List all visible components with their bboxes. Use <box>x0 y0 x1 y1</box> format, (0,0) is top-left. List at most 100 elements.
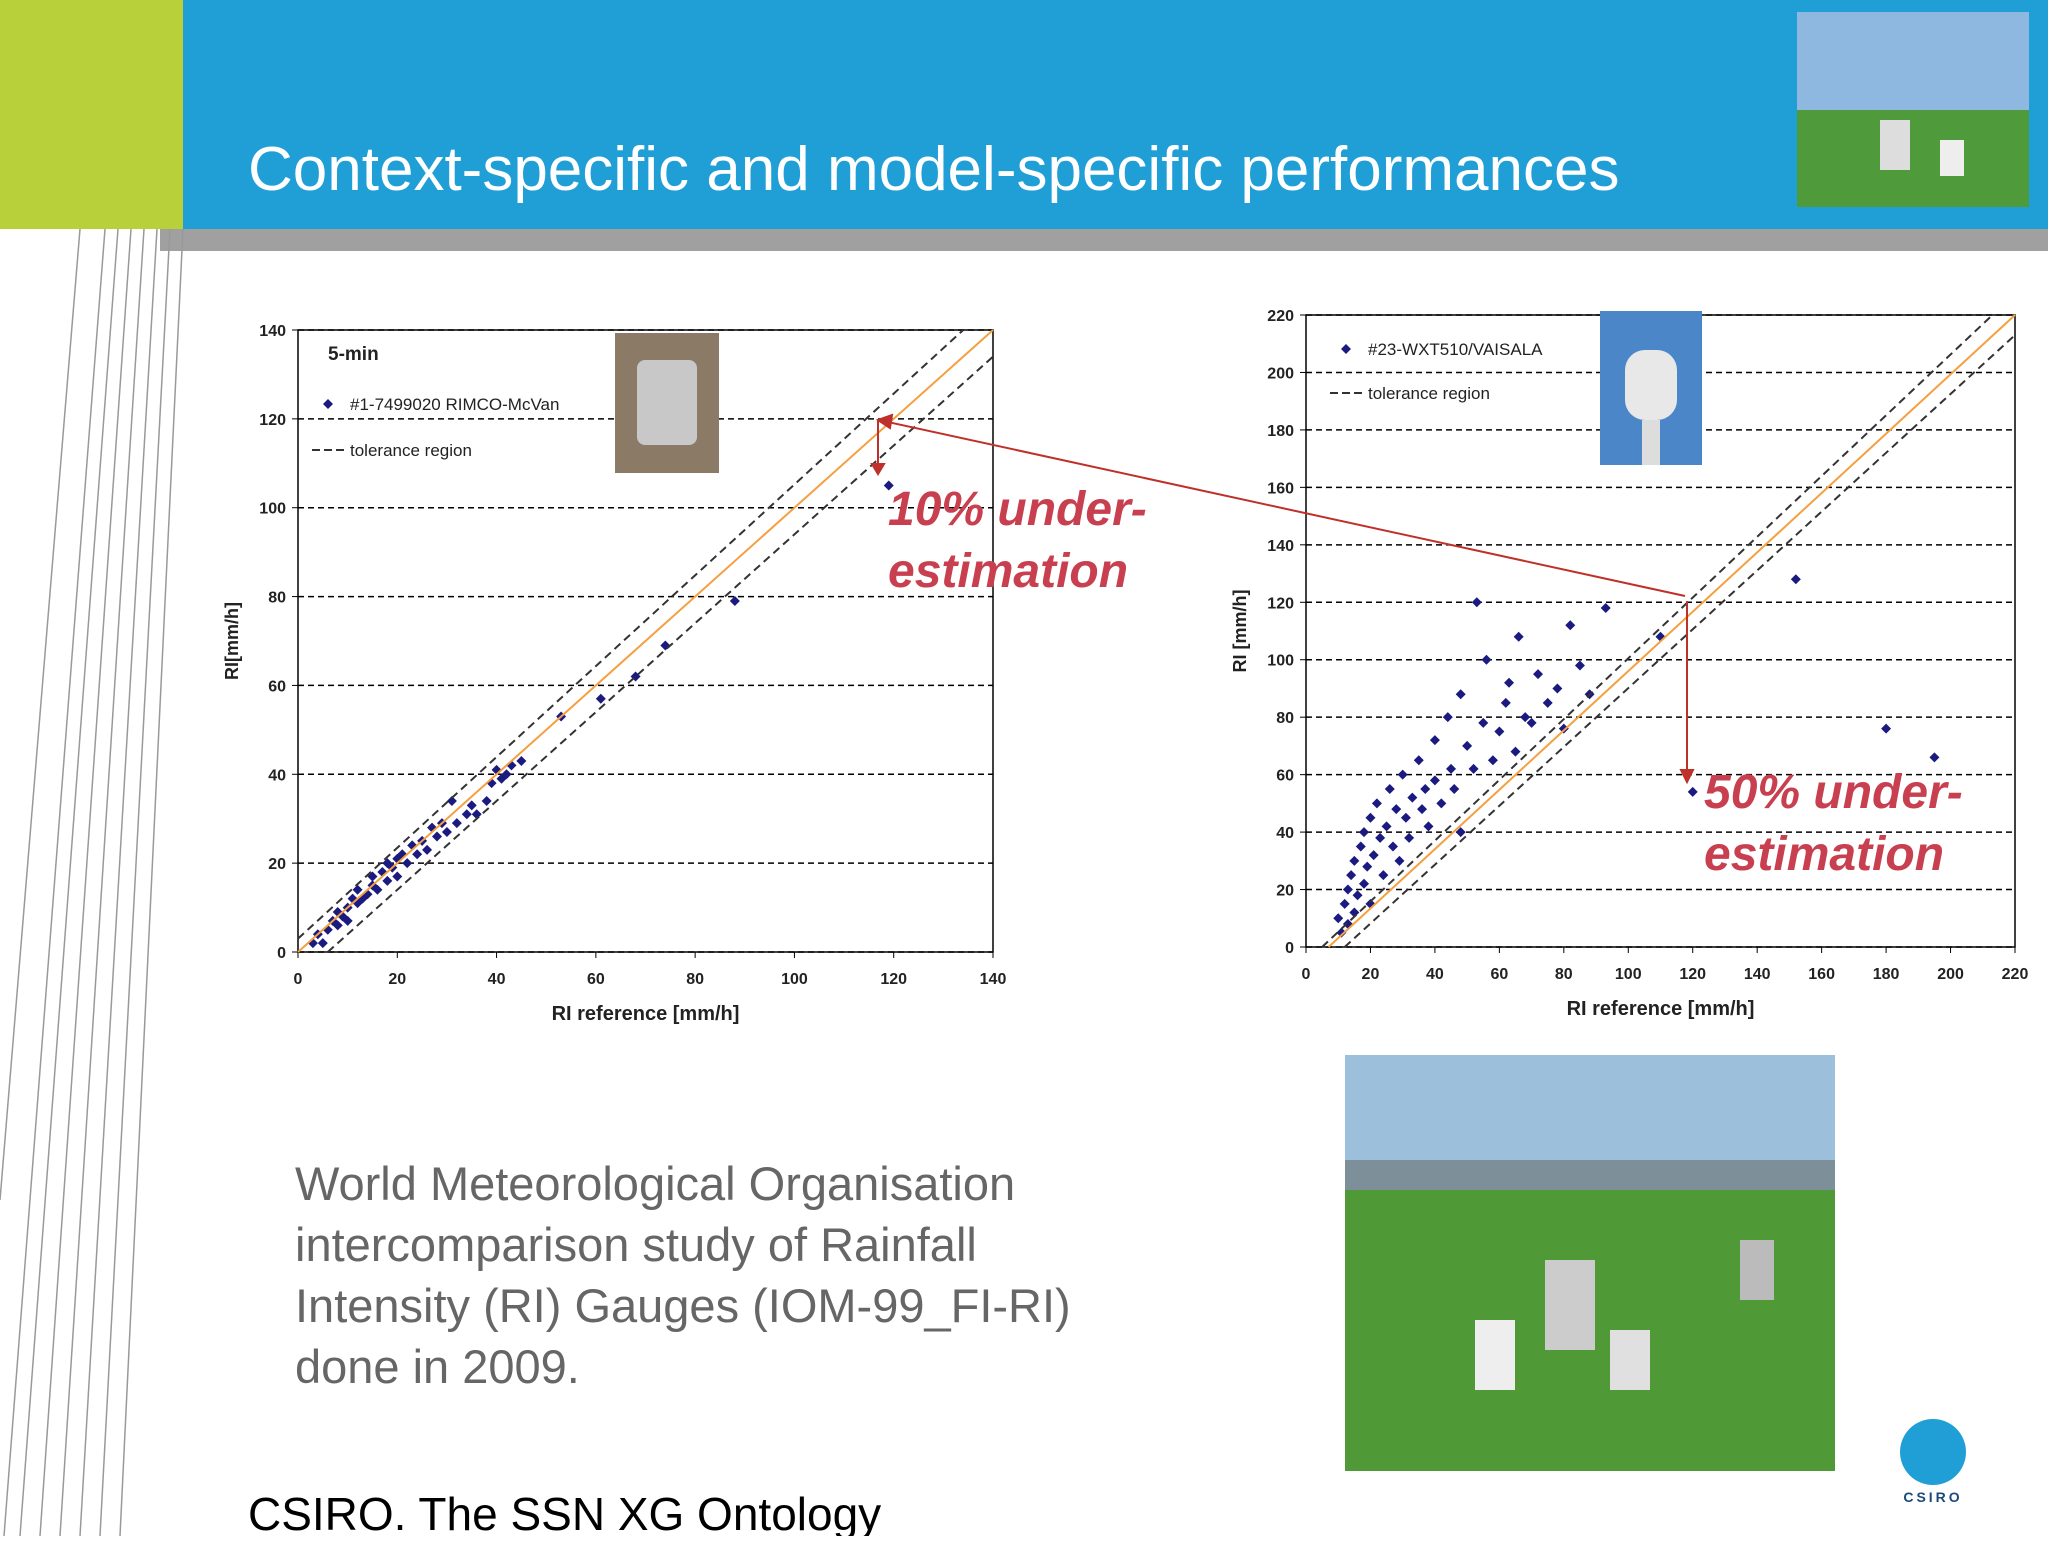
point <box>1368 850 1379 861</box>
point <box>1533 669 1544 680</box>
y-tick-label: 200 <box>1267 365 1294 382</box>
point <box>446 795 457 806</box>
point <box>1349 907 1360 918</box>
point <box>342 915 353 926</box>
annotation: estimation <box>888 545 1128 598</box>
x-tick-label: 200 <box>1937 966 1964 983</box>
point <box>441 827 452 838</box>
point <box>1513 631 1524 642</box>
x-tick-label: 40 <box>488 971 506 988</box>
legend-label: tolerance region <box>1368 384 1490 403</box>
point <box>412 849 423 860</box>
x-tick-label: 120 <box>1679 966 1706 983</box>
point <box>1478 717 1489 728</box>
x-tick-label: 220 <box>2002 966 2029 983</box>
point <box>372 884 383 895</box>
x-tick-label: 60 <box>587 971 605 988</box>
point <box>1359 878 1370 889</box>
point <box>1423 821 1434 832</box>
line <box>297 329 994 953</box>
point <box>1455 827 1466 838</box>
point <box>1510 746 1521 757</box>
body-line: Intensity (RI) Gauges (IOM-99_FI-RI) <box>295 1279 1071 1332</box>
point <box>461 809 472 820</box>
y-tick-label: 100 <box>259 501 286 518</box>
point <box>1355 841 1366 852</box>
point <box>1420 784 1431 794</box>
x-tick-label: 140 <box>1744 966 1771 983</box>
point <box>1413 755 1424 766</box>
y-tick-label: 80 <box>268 590 286 607</box>
point <box>1520 712 1531 723</box>
point <box>352 884 363 895</box>
x-tick-label: 140 <box>980 971 1007 988</box>
x-axis-label: RI reference [mm/h] <box>1567 998 1755 1020</box>
y-tick-label: 60 <box>1276 768 1294 785</box>
point <box>466 800 477 811</box>
point <box>1397 769 1408 780</box>
point <box>1468 763 1479 774</box>
point <box>1881 723 1892 734</box>
point <box>1500 697 1511 708</box>
y-tick-label: 120 <box>1267 595 1294 612</box>
x-tick-label: 180 <box>1873 966 1900 983</box>
point <box>1378 870 1389 881</box>
y-tick-label: 140 <box>1267 538 1294 555</box>
point <box>1384 784 1395 794</box>
x-tick-label: 0 <box>294 971 303 988</box>
x-tick-label: 100 <box>781 971 808 988</box>
point <box>1400 812 1411 823</box>
line <box>1321 314 2016 948</box>
y-tick-label: 20 <box>268 856 286 873</box>
point <box>1346 870 1357 881</box>
y-tick-label: 0 <box>1285 940 1294 957</box>
field-photo <box>1345 1055 1835 1471</box>
y-axis-label: RI[mm/h] <box>222 602 242 680</box>
point <box>1494 726 1505 737</box>
point <box>1436 798 1447 809</box>
point <box>1362 861 1373 872</box>
x-tick-label: 40 <box>1426 966 1444 983</box>
annotation: estimation <box>1704 828 1944 881</box>
point <box>1526 717 1537 728</box>
header-band <box>0 0 2048 229</box>
point <box>1552 683 1563 694</box>
point <box>432 831 442 842</box>
point <box>1600 603 1611 614</box>
point <box>1333 913 1344 924</box>
point <box>1342 884 1353 895</box>
legend-label: #1-7499020 RIMCO-McVan <box>350 395 559 414</box>
point <box>1404 832 1415 843</box>
point <box>402 858 413 869</box>
y-tick-label: 160 <box>1267 480 1294 497</box>
point <box>1394 855 1405 866</box>
point <box>1381 821 1392 832</box>
point <box>1462 740 1473 751</box>
point <box>1574 660 1585 671</box>
point <box>1429 775 1440 786</box>
point <box>501 769 512 780</box>
sensor-photo-2 <box>1600 311 1702 465</box>
point <box>1687 786 1698 797</box>
point <box>729 596 740 607</box>
y-tick-label: 120 <box>259 412 286 429</box>
x-tick-label: 20 <box>1362 966 1380 983</box>
point <box>1336 927 1347 938</box>
y-tick-label: 80 <box>1276 710 1294 727</box>
point <box>481 795 492 806</box>
body-line: World Meteorological Organisation <box>295 1157 1015 1210</box>
point <box>451 818 462 829</box>
point <box>1565 620 1576 631</box>
arrows <box>870 413 1695 785</box>
point <box>332 920 343 931</box>
point <box>1388 841 1399 852</box>
body-text: World Meteorological Organisation interco… <box>295 1157 1071 1393</box>
x-axis-label: RI reference [mm/h] <box>552 1003 740 1025</box>
header-shadow <box>160 229 2048 251</box>
y-tick-label: 180 <box>1267 423 1294 440</box>
point <box>1446 763 1457 774</box>
point <box>1487 755 1498 766</box>
x-tick-label: 80 <box>686 971 704 988</box>
header-photo <box>1797 12 2029 207</box>
